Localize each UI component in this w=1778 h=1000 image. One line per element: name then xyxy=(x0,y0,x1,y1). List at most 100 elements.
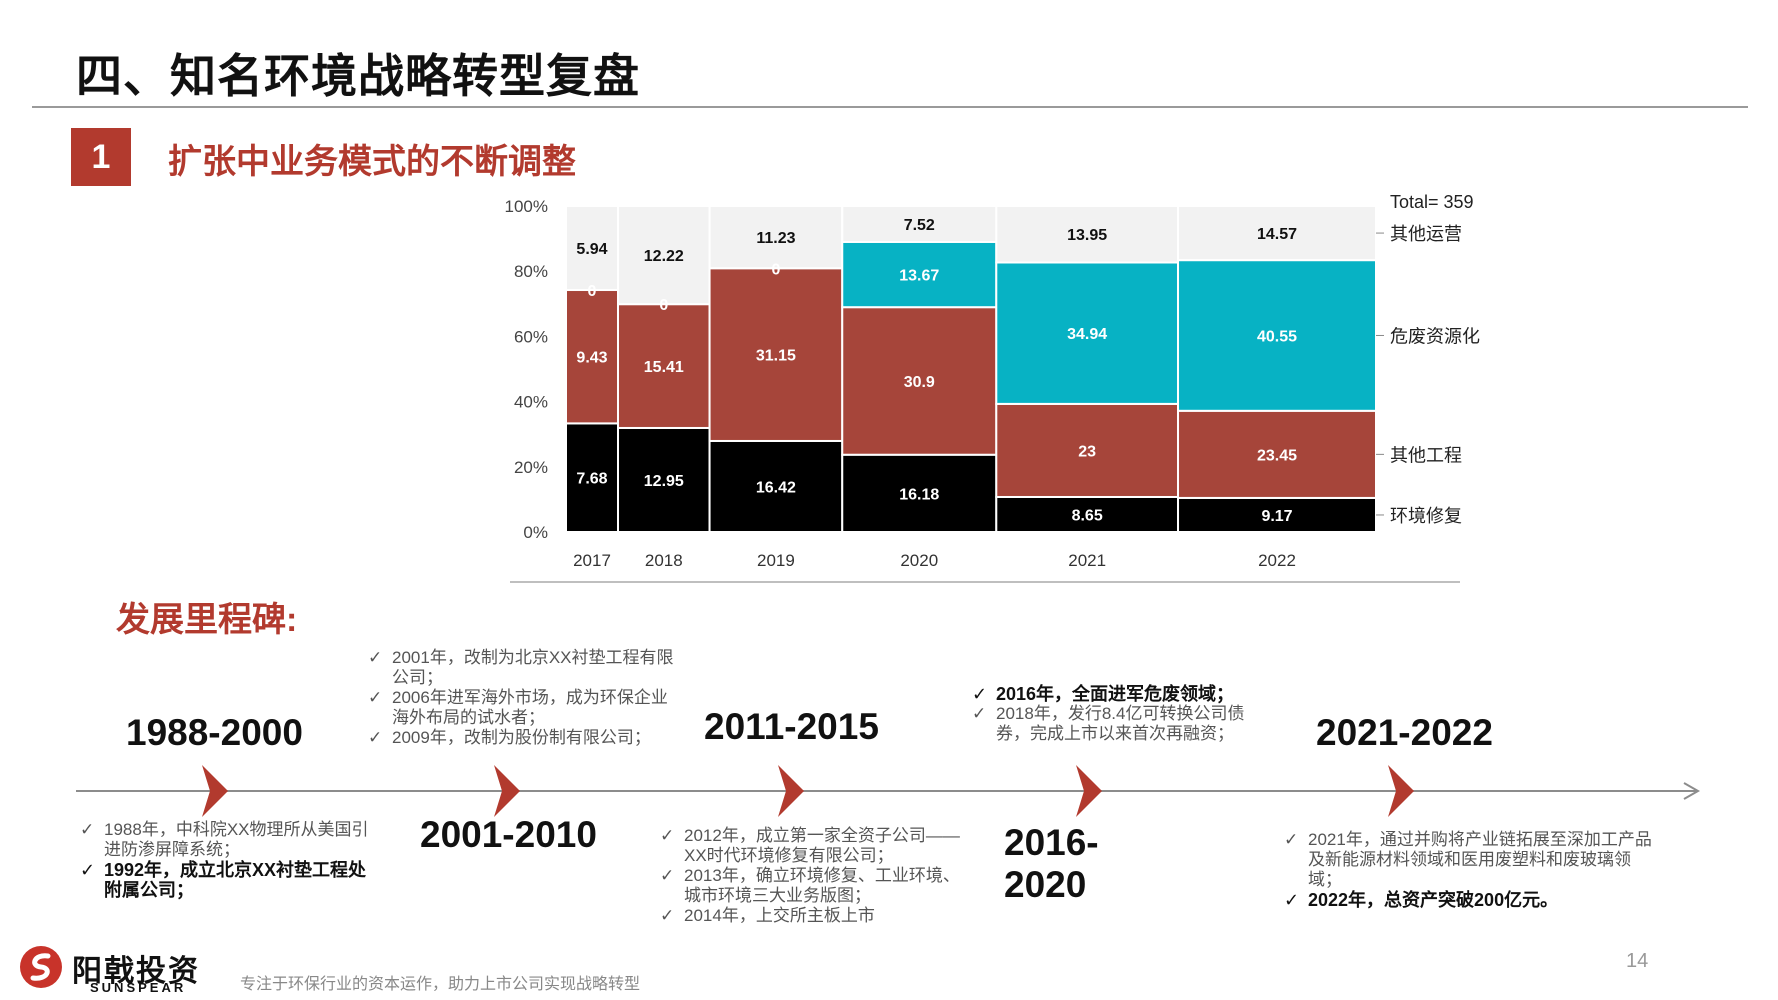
milestone-note: ✓ 2016年，全面进军危废领域； xyxy=(972,684,1235,704)
milestone-note: ✓ 1992年，成立北京XX衬垫工程处附属公司； xyxy=(80,860,367,900)
chart-axes: 0% 20% 40% 60% 80% 100% 2017 2018 2019 2020 2021 20… xyxy=(505,197,1460,583)
check-icon: ✓ xyxy=(972,684,988,704)
bar-segment xyxy=(995,205,1180,264)
x-tick-label: 2022 xyxy=(1258,551,1296,570)
milestone-note: ✓ 2021年，通过并购将产业链拓展至深加工产品及新能源材料领域和医用废塑料和废玻… xyxy=(1284,830,1652,889)
page-title: 四、知名环境战略转型复盘 xyxy=(76,50,640,102)
bar-segment xyxy=(841,306,998,456)
data-label: 40.55 xyxy=(1257,328,1297,345)
x-tick-label: 2017 xyxy=(573,551,611,570)
data-label: 30.9 xyxy=(904,374,935,391)
milestone-note: ✓ 1988年，中科院XX物理所从美国引进防渗屏障系统； xyxy=(80,820,369,859)
data-label: 15.41 xyxy=(644,359,684,376)
bar-segment xyxy=(841,240,998,309)
check-icon: ✓ xyxy=(368,688,383,707)
bar-segment xyxy=(995,261,1180,405)
check-icon: ✓ xyxy=(80,820,95,839)
period-notes-2011-2015: ✓ 2012年，成立第一家全资子公司——XX时代环境修复有限公司； ✓ 2013年，… xyxy=(660,826,970,926)
timeline-arrow-icon xyxy=(1683,782,1701,800)
x-tick-label: 2021 xyxy=(1068,551,1106,570)
data-label: 5.94 xyxy=(576,241,607,258)
y-tick-label: 60% xyxy=(514,327,548,346)
data-label: 9.17 xyxy=(1261,508,1292,525)
chevron-marker-icon xyxy=(778,765,804,817)
period-notes-1988-2000: ✓ 1988年，中科院XX物理所从美国引进防渗屏障系统； ✓ 1992年，成立北京X… xyxy=(80,820,370,900)
legend-label: 其他工程 xyxy=(1390,445,1462,465)
chevron-marker-icon xyxy=(494,765,520,817)
milestone-note: ✓ 2014年，上交所主板上市 xyxy=(660,906,875,925)
data-label: 14.57 xyxy=(1257,226,1297,243)
period-notes-2001-2010: ✓ 2001年，改制为北京XX衬垫工程有限公司； ✓ 2006年进军海外市场，成为环… xyxy=(368,648,678,748)
data-label: 7.68 xyxy=(576,471,607,488)
y-tick-label: 80% xyxy=(514,262,548,281)
y-tick-label: 100% xyxy=(505,197,548,216)
data-label: 9.43 xyxy=(576,350,607,367)
data-label: 13.67 xyxy=(899,268,939,285)
bar-segment xyxy=(617,205,711,306)
data-label: 31.15 xyxy=(756,348,796,365)
bar-segment xyxy=(1177,409,1377,499)
chevron-marker-icon xyxy=(202,765,228,817)
legend-label: 危废资源化 xyxy=(1390,326,1480,346)
timeline xyxy=(76,765,1701,817)
check-icon: ✓ xyxy=(1284,890,1300,910)
check-icon: ✓ xyxy=(660,866,675,885)
footer-tagline: 专注于环保行业的资本运作，助力上市公司实现战略转型 xyxy=(240,976,641,993)
legend-label: 其他运营 xyxy=(1390,224,1462,244)
chart-bars xyxy=(565,205,1377,534)
data-label: 16.42 xyxy=(756,479,796,496)
x-tick-label: 2018 xyxy=(645,551,683,570)
data-label: 11.23 xyxy=(756,230,795,247)
bar-segment xyxy=(708,439,844,534)
milestone-note: ✓ 2013年，确立环境修复、工业环境、城市环境三大业务版图； xyxy=(660,866,960,905)
y-tick-label: 40% xyxy=(514,393,548,412)
milestone-note: ✓ 2006年进军海外市场，成为环保企业海外布局的试水者； xyxy=(368,688,668,727)
chart-legend: 环境修复 其他工程 危废资源化 其他运营 Total= 359 xyxy=(1376,192,1480,526)
milestone-note: ✓ 2022年，总资产突破200亿元。 xyxy=(1284,890,1559,910)
check-icon: ✓ xyxy=(368,648,383,667)
bar-segment xyxy=(708,267,844,442)
bar-segment xyxy=(1177,205,1377,262)
data-label: 0 xyxy=(659,297,668,314)
logo-text-en: SUNSPEAR xyxy=(90,980,187,995)
period-label-2001-2010: 2001-2010 xyxy=(420,814,597,855)
y-tick-label: 0% xyxy=(523,523,548,542)
data-label: 23 xyxy=(1078,443,1096,460)
data-label: 23.45 xyxy=(1257,447,1297,464)
bar-segment xyxy=(841,453,998,533)
section-title: 扩张中业务模式的不断调整 xyxy=(168,143,576,181)
chevron-marker-icon xyxy=(1388,765,1414,817)
data-label: 8.65 xyxy=(1072,507,1103,524)
bar-segment xyxy=(1177,259,1377,412)
page-number: 14 xyxy=(1626,950,1649,972)
legend-label: 环境修复 xyxy=(1390,506,1462,526)
milestone-note: ✓ 2018年，发行8.4亿可转换公司债券，完成上市以来首次再融资； xyxy=(972,704,1245,743)
data-label: 12.95 xyxy=(644,473,684,490)
milestone-note: ✓ 2001年，改制为北京XX衬垫工程有限公司； xyxy=(368,648,674,687)
title-divider xyxy=(32,106,1748,108)
section-number-badge: 1 xyxy=(71,128,131,186)
logo-text-cn: 阳戟投资 xyxy=(72,955,200,988)
data-label: 13.95 xyxy=(1067,227,1107,244)
milestones-title: 发展里程碑: xyxy=(116,601,298,639)
check-icon: ✓ xyxy=(660,826,675,845)
check-icon: ✓ xyxy=(80,860,96,880)
data-label: 34.94 xyxy=(1067,326,1107,343)
period-label-2016-2020: 2016-2020 xyxy=(1004,822,1099,905)
data-label: 16.18 xyxy=(899,486,939,503)
data-label: 0 xyxy=(588,283,597,300)
y-tick-label: 20% xyxy=(514,458,548,477)
total-label: Total= 359 xyxy=(1390,192,1474,212)
data-label: 7.52 xyxy=(904,217,935,234)
period-notes-2021-2022: ✓ 2021年，通过并购将产业链拓展至深加工产品及新能源材料领域和医用废塑料和废玻… xyxy=(1284,830,1664,910)
check-icon: ✓ xyxy=(1284,830,1299,849)
bar-segment xyxy=(841,205,998,243)
check-icon: ✓ xyxy=(368,728,383,747)
data-label: 12.22 xyxy=(644,248,684,265)
check-icon: ✓ xyxy=(972,704,987,723)
data-label: 0 xyxy=(771,261,780,278)
check-icon: ✓ xyxy=(660,906,675,925)
period-label-2011-2015: 2011-2015 xyxy=(704,706,879,747)
x-tick-label: 2020 xyxy=(900,551,938,570)
